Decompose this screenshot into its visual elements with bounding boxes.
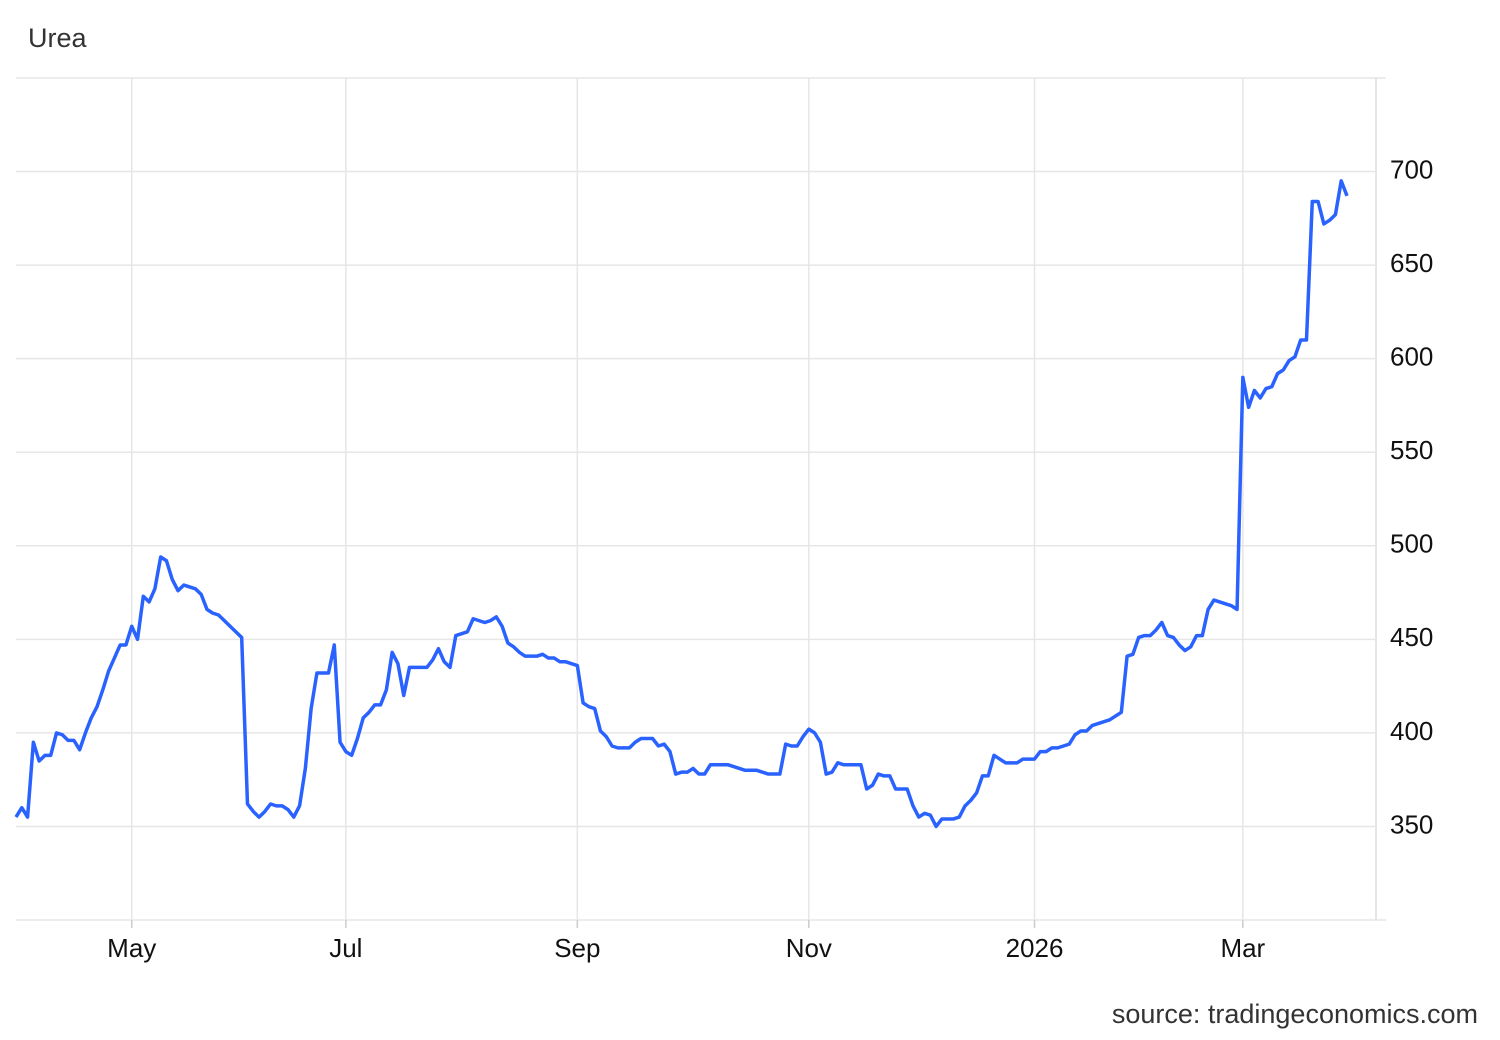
y-tick-label: 400 [1390,716,1433,746]
x-tick-label: May [107,933,156,963]
y-tick-label: 550 [1390,435,1433,465]
x-tick-label: Sep [554,933,600,963]
x-tick-label: Mar [1220,933,1265,963]
chart-title: Urea [28,23,88,53]
x-tick-label: 2026 [1006,933,1064,963]
y-tick-label: 450 [1390,622,1433,652]
y-tick-label: 600 [1390,342,1433,372]
source-note: source: tradingeconomics.com [1112,999,1478,1029]
y-tick-label: 650 [1390,248,1433,278]
y-tick-label: 500 [1390,529,1433,559]
price-line [14,179,1349,829]
x-tick-label: Nov [786,933,832,963]
y-tick-label: 350 [1390,809,1433,839]
y-tick-label: 700 [1390,154,1433,184]
x-tick-label: Jul [329,933,362,963]
